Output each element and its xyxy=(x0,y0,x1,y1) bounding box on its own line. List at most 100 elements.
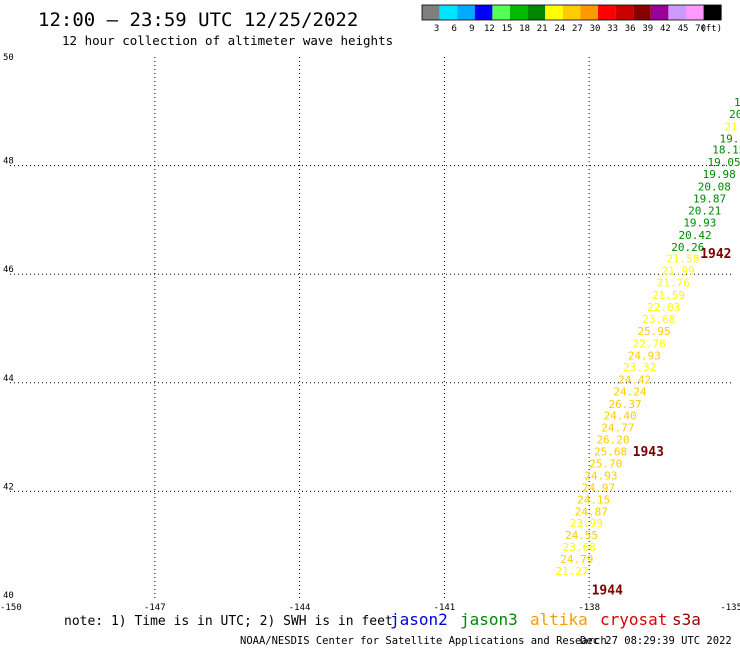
footer-timestamp: Dec 27 08:29:39 UTC 2022 xyxy=(580,635,732,647)
wave-height-label: 24.79 xyxy=(560,553,593,566)
chart-title: 12:00 – 23:59 UTC 12/25/2022 xyxy=(38,9,358,31)
wave-height-label: 20.55 xyxy=(729,108,740,121)
satellite-legend-item: s3a xyxy=(672,610,701,629)
colorbar-label: 12 xyxy=(484,24,495,34)
wave-height-label: 19.05 xyxy=(707,156,740,169)
wave-height-label: 21.27 xyxy=(555,565,588,578)
colorbar-label: 39 xyxy=(642,24,653,34)
colorbar-swatch xyxy=(527,5,546,20)
y-tick-label: 44 xyxy=(3,374,14,384)
x-tick-label: -144 xyxy=(289,603,311,613)
wave-height-label: 24.40 xyxy=(604,410,637,423)
colorbar-swatch xyxy=(703,5,722,20)
colorbar-swatch xyxy=(510,5,528,20)
colorbar-label: 6 xyxy=(451,24,456,34)
colorbar-swatch xyxy=(580,5,598,20)
wave-height-label: 19.96 xyxy=(720,132,740,145)
footer-credit: NOAA/NESDIS Center for Satellite Applica… xyxy=(240,635,607,647)
wave-height-label: 20.08 xyxy=(698,181,731,194)
wave-height-label: 24.42 xyxy=(618,373,651,386)
colorbar-label: (ft) xyxy=(700,24,722,34)
chart-subtitle: 12 hour collection of altimeter wave hei… xyxy=(62,33,393,48)
colorbar-label: 42 xyxy=(660,24,671,34)
wave-height-label: 26.20 xyxy=(596,434,629,447)
colorbar-swatch xyxy=(545,5,563,20)
colorbar-label: 30 xyxy=(590,24,601,34)
colorbar-label: 33 xyxy=(607,24,618,34)
plot-grid xyxy=(10,57,734,600)
wave-height-label: 25.95 xyxy=(637,325,670,338)
colorbar-label: 15 xyxy=(502,24,513,34)
wave-height-label: 19.93 xyxy=(683,216,716,229)
wave-height-label: 25.70 xyxy=(589,458,622,471)
colorbar-label: 21 xyxy=(537,24,548,34)
wave-height-points: 18.18.819.319.2120.5521.0919.9618.1519.0… xyxy=(555,84,740,578)
y-tick-label: 42 xyxy=(3,482,14,492)
colorbar-swatch xyxy=(686,5,704,20)
colorbar-swatch xyxy=(492,5,510,20)
wave-height-label: 24.87 xyxy=(575,505,608,518)
wave-height-label: 21.58 xyxy=(666,252,699,265)
y-tick-label: 50 xyxy=(3,53,14,63)
colorbar-swatch xyxy=(633,5,651,20)
wave-height-label: 24.15 xyxy=(577,493,610,506)
colorbar-swatch xyxy=(562,5,581,20)
time-label: 1942 xyxy=(700,247,731,262)
wave-height-label: 24.77 xyxy=(601,422,634,435)
colorbar-label: 36 xyxy=(625,24,636,34)
colorbar-label: 27 xyxy=(572,24,583,34)
y-tick-label: 48 xyxy=(3,157,14,167)
colorbar-label: 45 xyxy=(678,24,689,34)
x-tick-label: -147 xyxy=(144,603,166,613)
x-tick-label: -141 xyxy=(434,603,456,613)
footer-note: note: 1) Time is in UTC; 2) SWH is in fe… xyxy=(64,614,393,629)
x-tick-label: -138 xyxy=(578,603,600,613)
colorbar-label: 24 xyxy=(554,24,565,34)
y-tick-labels: 50 48 46 44 42 40 xyxy=(3,53,14,601)
satellite-legend-item: jason3 xyxy=(460,610,518,629)
colorbar-swatch xyxy=(650,5,669,20)
y-tick-label: 40 xyxy=(3,591,14,601)
wave-height-label: 23.99 xyxy=(570,517,603,530)
wave-height-label: 21.09 xyxy=(724,120,740,133)
colorbar-label: 18 xyxy=(519,24,530,34)
x-tick-label: -135 xyxy=(720,603,740,613)
wave-height-label: 23.32 xyxy=(623,361,656,374)
wave-height-label: 21.59 xyxy=(652,289,685,302)
wave-height-label: 20.21 xyxy=(688,204,721,217)
colorbar-label: 9 xyxy=(469,24,474,34)
satellite-legend-item: jason2 xyxy=(390,610,448,629)
colorbar-label: 3 xyxy=(434,24,439,34)
wave-height-label: 21.99 xyxy=(662,265,695,278)
wave-height-label: 23.68 xyxy=(563,541,596,554)
time-label: 1944 xyxy=(592,584,623,599)
colorbar-swatch xyxy=(668,5,686,20)
colorbar-swatch xyxy=(439,5,458,20)
colorbar-swatch xyxy=(598,5,616,20)
colorbar-swatch xyxy=(422,5,440,20)
x-tick-labels: -150 -147 -144 -141 -138 -135 xyxy=(0,603,740,613)
wave-height-label: 19.98 xyxy=(703,168,736,181)
colorbar-swatch xyxy=(457,5,475,20)
y-tick-label: 46 xyxy=(3,265,14,275)
wave-height-label: 18.15 xyxy=(712,144,740,157)
time-label: 1943 xyxy=(633,445,664,460)
wave-height-label: 21.76 xyxy=(657,277,690,290)
wave-height-label: 19.21 xyxy=(734,96,740,109)
wave-height-label: 23.68 xyxy=(642,313,675,326)
wave-height-label: 24.97 xyxy=(582,481,615,494)
colorbar-label: 70 xyxy=(695,24,706,34)
wave-height-label: 26.37 xyxy=(609,398,642,411)
wave-height-label: 24.55 xyxy=(565,529,598,542)
wave-height-label: 24.93 xyxy=(628,349,661,362)
satellite-legend: jason2 jason3 altika cryosat s3a xyxy=(390,610,701,629)
satellite-legend-item: cryosat xyxy=(600,610,667,629)
colorbar-swatch xyxy=(615,5,634,20)
x-tick-label: -150 xyxy=(0,603,22,613)
colorbar-swatch xyxy=(474,5,493,20)
wave-height-label: 19.87 xyxy=(693,193,726,206)
wave-height-label: 25.68 xyxy=(594,446,627,459)
time-labels: 1942 1943 1944 xyxy=(592,247,732,599)
